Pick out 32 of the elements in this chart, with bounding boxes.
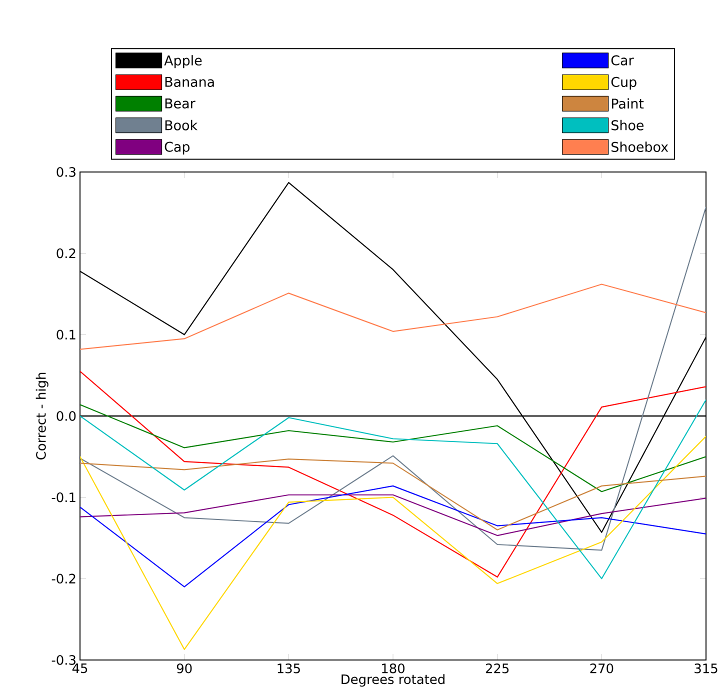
- line-series: [80, 436, 706, 650]
- legend-label: Bear: [165, 98, 196, 108]
- legend-label: Car: [611, 55, 634, 66]
- y-tick-label: -0.2: [52, 574, 76, 584]
- x-tick-label: 225: [486, 664, 509, 674]
- y-axis-title: Correct - high: [36, 372, 48, 460]
- legend-label: Shoe: [612, 120, 644, 130]
- legend-label: Shoebox: [612, 142, 668, 152]
- x-axis-title: Degrees rotated: [342, 674, 444, 687]
- y-tick-label: -0.1: [52, 492, 76, 502]
- y-tick-label: -0.3: [52, 655, 76, 665]
- line-series: [80, 494, 706, 536]
- x-tick-label: 135: [278, 664, 300, 674]
- legend-label: Banana: [165, 76, 214, 87]
- legend-label: Paint: [612, 98, 644, 109]
- line-series: [80, 284, 706, 350]
- y-tick-label: 0.1: [56, 330, 76, 340]
- legend-label: Apple: [164, 55, 202, 68]
- legend-label: Cup: [611, 76, 636, 90]
- x-tick-label: 90: [176, 664, 192, 674]
- line-series: [80, 404, 706, 492]
- line-series: [80, 485, 706, 588]
- line-series: [80, 458, 706, 530]
- x-tick-label: 270: [590, 664, 614, 674]
- x-tick-label: 45: [72, 664, 88, 674]
- y-tick-label: 0.2: [56, 248, 76, 258]
- y-tick-label: 0.3: [56, 167, 76, 177]
- legend-label: Cap: [164, 142, 190, 154]
- y-tick-label: 0.0: [56, 411, 76, 421]
- legend-label: Book: [165, 120, 198, 130]
- x-tick-label: 315: [694, 664, 718, 674]
- x-tick-label: 180: [382, 664, 404, 674]
